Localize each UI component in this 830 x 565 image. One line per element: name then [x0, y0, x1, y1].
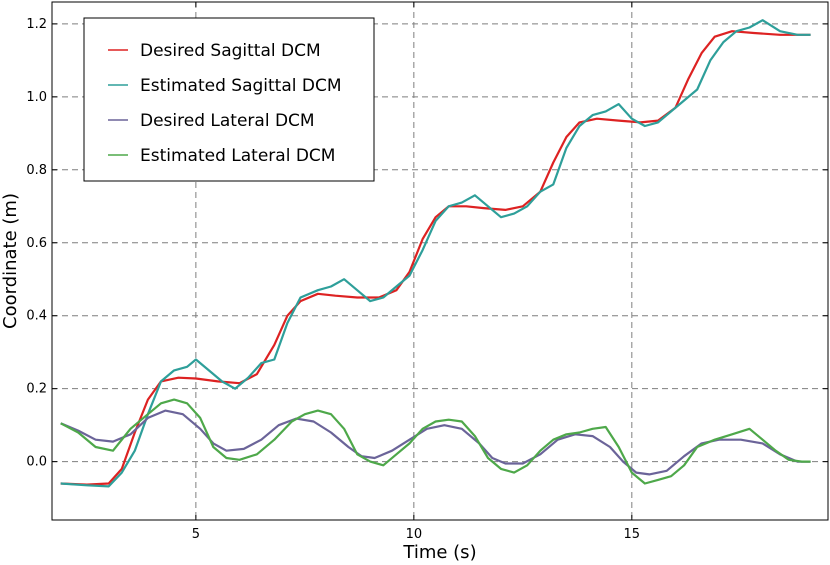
- ticks: 5 10 15 0.0 0.2 0.4 0.6 0.8 1.0 1.2: [26, 2, 828, 542]
- y-tick-label: 0.2: [26, 382, 47, 397]
- x-tick-label: 10: [406, 527, 423, 542]
- legend: Desired Sagittal DCM Estimated Sagittal D…: [83, 17, 375, 182]
- y-tick-label: 0.6: [26, 236, 47, 251]
- y-tick-label: 0.8: [26, 163, 47, 178]
- legend-label: Desired Lateral DCM: [140, 111, 315, 131]
- legend-label: Estimated Lateral DCM: [140, 146, 335, 166]
- legend-box: [83, 17, 375, 182]
- legend-label: Desired Sagittal DCM: [140, 41, 321, 61]
- y-tick-label: 1.2: [26, 17, 47, 32]
- legend-label: Estimated Sagittal DCM: [140, 76, 342, 96]
- grid: [52, 2, 828, 520]
- x-tick-label: 15: [624, 527, 641, 542]
- series-line-4: [60, 398, 811, 485]
- x-tick-label: 5: [192, 527, 200, 542]
- y-tick-label: 0.4: [26, 309, 47, 324]
- y-axis-label: Coordinate (m): [0, 193, 21, 329]
- x-axis-label: Time (s): [402, 542, 476, 563]
- series-line-3: [60, 409, 811, 476]
- y-tick-label: 1.0: [26, 90, 47, 105]
- series-layer: [60, 19, 811, 488]
- plot-frame: [51, 1, 829, 521]
- y-tick-label: 0.0: [26, 455, 47, 470]
- series-line-2: [60, 19, 811, 488]
